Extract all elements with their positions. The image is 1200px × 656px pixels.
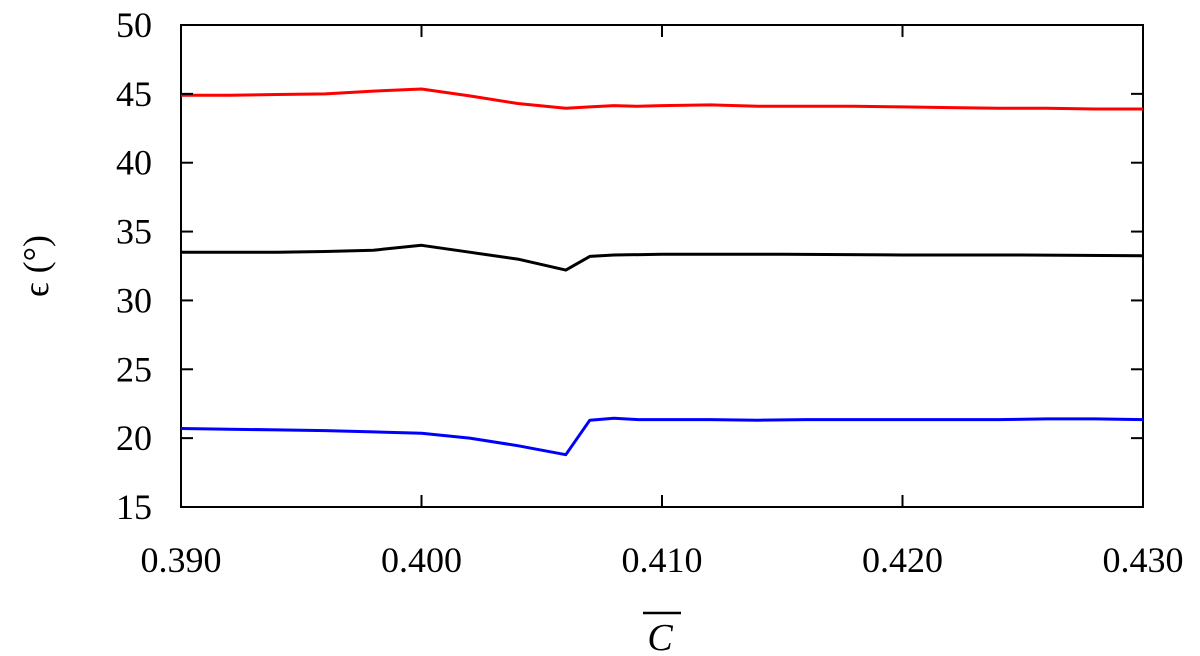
y-axis-label: ϵ (°) <box>16 235 56 297</box>
x-axis-ticks: 0.390 0.400 0.410 0.420 0.430 <box>141 25 1184 580</box>
x-axis-label: C <box>647 617 673 656</box>
x-tick-label: 0.410 <box>622 540 703 580</box>
x-tick-label: 0.390 <box>141 540 222 580</box>
plot-area <box>180 24 1144 508</box>
x-tick-label: 0.430 <box>1103 540 1184 580</box>
y-tick-label: 35 <box>116 212 152 252</box>
y-tick-label: 15 <box>116 487 152 527</box>
y-axis-ticks: 15 20 25 30 35 40 45 50 <box>116 5 1143 527</box>
y-tick-label: 40 <box>116 143 152 183</box>
y-tick-label: 25 <box>116 349 152 389</box>
y-tick-label: 45 <box>116 74 152 114</box>
y-tick-label: 30 <box>116 280 152 320</box>
series-line-1 <box>181 87 1143 111</box>
series-layer <box>180 87 1144 457</box>
axis-labels: C ϵ (°) <box>16 235 681 656</box>
series-line-3 <box>180 416 1144 457</box>
series-line-2 <box>181 243 1144 272</box>
x-tick-label: 0.400 <box>381 540 462 580</box>
y-tick-label: 20 <box>116 418 152 458</box>
x-tick-label: 0.420 <box>862 540 943 580</box>
y-tick-label: 50 <box>116 5 152 45</box>
plot-frame <box>180 24 1144 508</box>
